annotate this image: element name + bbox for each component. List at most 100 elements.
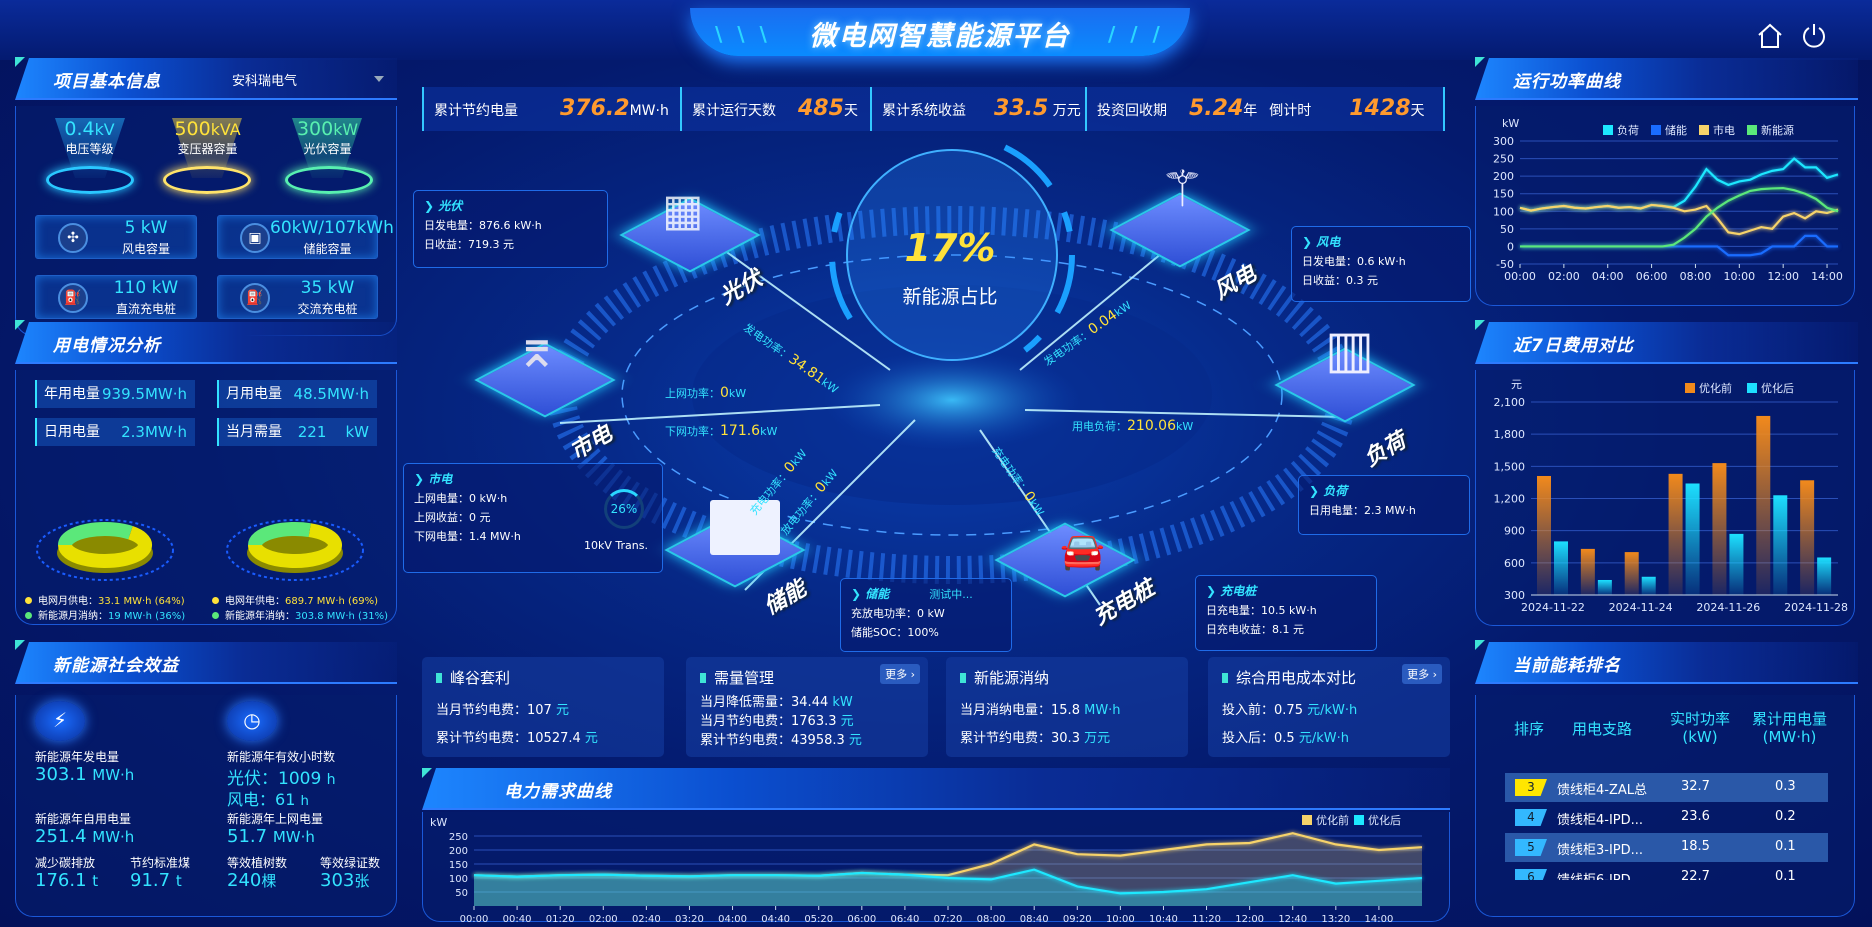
x-tick-label: 04:00	[718, 914, 747, 925]
capacity-pv: 300kW 光伏容量	[296, 118, 359, 156]
transformer-load-gauge: 26%	[604, 489, 644, 529]
panel-corner-icon	[15, 57, 25, 67]
legend-swatch	[1747, 125, 1757, 135]
legend-label: 市电	[1713, 123, 1735, 137]
card-demand-management: 需量管理 更多 › 当月降低需量：34.44 kW 当月节约电费：1763.3 元…	[686, 657, 928, 757]
car-icon: 🚘	[1060, 531, 1105, 572]
x-tick-label: 03:20	[675, 914, 704, 925]
x-tick-label: 08:00	[977, 914, 1006, 925]
wind-turbine-icon: ⚚	[1160, 160, 1205, 218]
panel-title-ranking: 当前能耗排名	[1475, 642, 1858, 684]
series-area	[474, 869, 1422, 906]
charger-icon: ⛽	[240, 283, 270, 313]
battery-icon: ▣	[240, 223, 270, 253]
self-use-label: 新能源年自用电量	[35, 812, 132, 826]
panel-title-cost: 近7日费用对比	[1475, 322, 1858, 364]
legend-swatch	[1685, 383, 1695, 393]
load-info-box: ❯ 负荷 日用电量：2.3 MW·h	[1298, 475, 1470, 535]
panel-title-project: 项目基本信息	[15, 58, 397, 100]
more-button[interactable]: 更多 ›	[880, 664, 920, 684]
legend-grid-year: 电网年供电：689.7 MW·h (69%)	[212, 592, 397, 607]
series-line-负荷	[1519, 157, 1839, 212]
pv-info-box: ❯ 光伏 日发电量：876.6 kW·h 日收益：719.3 元	[413, 190, 608, 268]
renewable-ratio-value: 17%	[904, 226, 996, 270]
chevron-down-icon[interactable]	[374, 76, 384, 82]
header-decoration: \ \ \	[715, 22, 771, 46]
x-tick-label: 10:00	[1723, 270, 1755, 283]
y-tick-label: 200	[1493, 170, 1514, 183]
y-tick-label: 150	[1493, 188, 1514, 201]
donut-renewable-slice	[248, 522, 311, 547]
table-row[interactable]: 6馈线柜6-IPD...22.70.1	[1505, 863, 1828, 880]
ring-decoration	[46, 166, 134, 194]
demand-chart-panel	[422, 812, 1450, 922]
x-tick-label: 06:00	[847, 914, 876, 925]
bar-优化前-2024-11-26	[1712, 463, 1727, 595]
transformer-label: 10kV Trans.	[584, 539, 648, 552]
panel-corner-icon	[1475, 320, 1485, 330]
x-tick-label: 10:40	[1149, 914, 1178, 925]
y-tick-label: 2,100	[1494, 396, 1526, 409]
company-select[interactable]: 安科瑞电气	[232, 74, 298, 89]
usage-panel	[15, 370, 397, 625]
usage-donuts	[36, 519, 364, 581]
ring-decoration	[285, 166, 373, 194]
x-tick-label: 02:40	[632, 914, 661, 925]
x-tick-label: 00:40	[503, 914, 532, 925]
x-tick-label: 00:00	[1504, 270, 1536, 283]
x-tick-label: 06:00	[1636, 270, 1668, 283]
grid-info-box: ❯ 市电 上网电量：0 kW·h 上网收益：0 元下网电量：1.4 MW·h 26%…	[403, 463, 663, 573]
coal-value: 91.7 t	[130, 870, 182, 891]
y-tick-label: 100	[449, 874, 468, 885]
y-axis-unit: kW	[1502, 117, 1519, 130]
legend-label: 优化后	[1368, 813, 1401, 827]
y-tick-label: 50	[455, 888, 468, 899]
bar-优化前-2024-11-25	[1668, 473, 1683, 595]
daily-usage: 日用电量 2.3MW·h	[35, 418, 195, 446]
x-tick-label: 12:00	[1767, 270, 1799, 283]
legend-label: 优化后	[1761, 381, 1794, 395]
bar-优化后-2024-11-28	[1817, 557, 1832, 595]
y-tick-label: 250	[449, 832, 468, 843]
y-tick-label: 1,500	[1494, 460, 1526, 473]
solar-panel-icon: ▦	[662, 185, 704, 236]
y-tick-label: 0	[1507, 240, 1514, 253]
table-row[interactable]: 4 馈线柜4-IPD... 23.6 0.2	[1505, 803, 1828, 832]
x-tick-label: 14:00	[1811, 270, 1843, 283]
bar-优化后-2024-11-25	[1685, 483, 1700, 595]
legend-grid-month: 电网月供电：33.1 MW·h (64%)	[25, 592, 205, 607]
col-header-power: 实时功率 (kW)	[1669, 710, 1730, 746]
header-decoration: / / /	[1108, 22, 1164, 46]
carbon-value: 176.1 t	[35, 870, 99, 891]
bar-优化后-2024-11-22	[1554, 541, 1568, 595]
table-row[interactable]: 5 馈线柜3-IPD... 18.5 0.1	[1505, 833, 1828, 862]
col-header-branch: 用电支路	[1572, 720, 1633, 738]
home-icon[interactable]	[1756, 22, 1784, 50]
power-icon[interactable]	[1800, 22, 1828, 50]
donut-renewable-slice	[58, 522, 133, 547]
legend-swatch	[1699, 125, 1709, 135]
y-tick-label: 1,200	[1494, 493, 1526, 506]
panel-corner-icon	[1475, 57, 1485, 67]
grid-export-value: 51.7 MW·h	[227, 826, 315, 847]
panel-corner-icon	[1475, 640, 1485, 650]
x-tick-label: 12:00	[1235, 914, 1264, 925]
table-row[interactable]: 3 馈线柜4-ZAL总 32.7 0.3	[1505, 773, 1828, 802]
transmission-tower-icon: ⌆	[515, 320, 559, 380]
x-tick-label: 2024-11-22	[1521, 601, 1585, 614]
more-button[interactable]: 更多 ›	[1402, 664, 1442, 684]
x-tick-label: 11:20	[1192, 914, 1221, 925]
y-tick-label: 1,800	[1494, 428, 1526, 441]
panel-corner-icon	[422, 768, 432, 778]
panel-title-demand: 电力需求曲线	[422, 768, 1450, 810]
capacity-voltage: 0.4kV 电压等级	[64, 118, 115, 156]
panel-title-social: 新能源社会效益	[15, 642, 397, 684]
coal-label: 节约标准煤	[130, 856, 191, 870]
y-tick-label: 600	[1504, 557, 1525, 570]
stat-saved-energy: 累计节约电量 376.2MW·h	[422, 87, 680, 131]
y-tick-label: -50	[1496, 258, 1514, 271]
legend-swatch	[1603, 125, 1613, 135]
cost-chart: 300 600 900 1,200 1,500 1,800 2,100 元 优化前 优化后 2024…	[1494, 378, 1849, 614]
x-tick-label: 08:00	[1680, 270, 1712, 283]
charger-info-box: ❯ 充电桩 日充电量：10.5 kW·h 日充电收益：8.1 元	[1195, 575, 1377, 651]
